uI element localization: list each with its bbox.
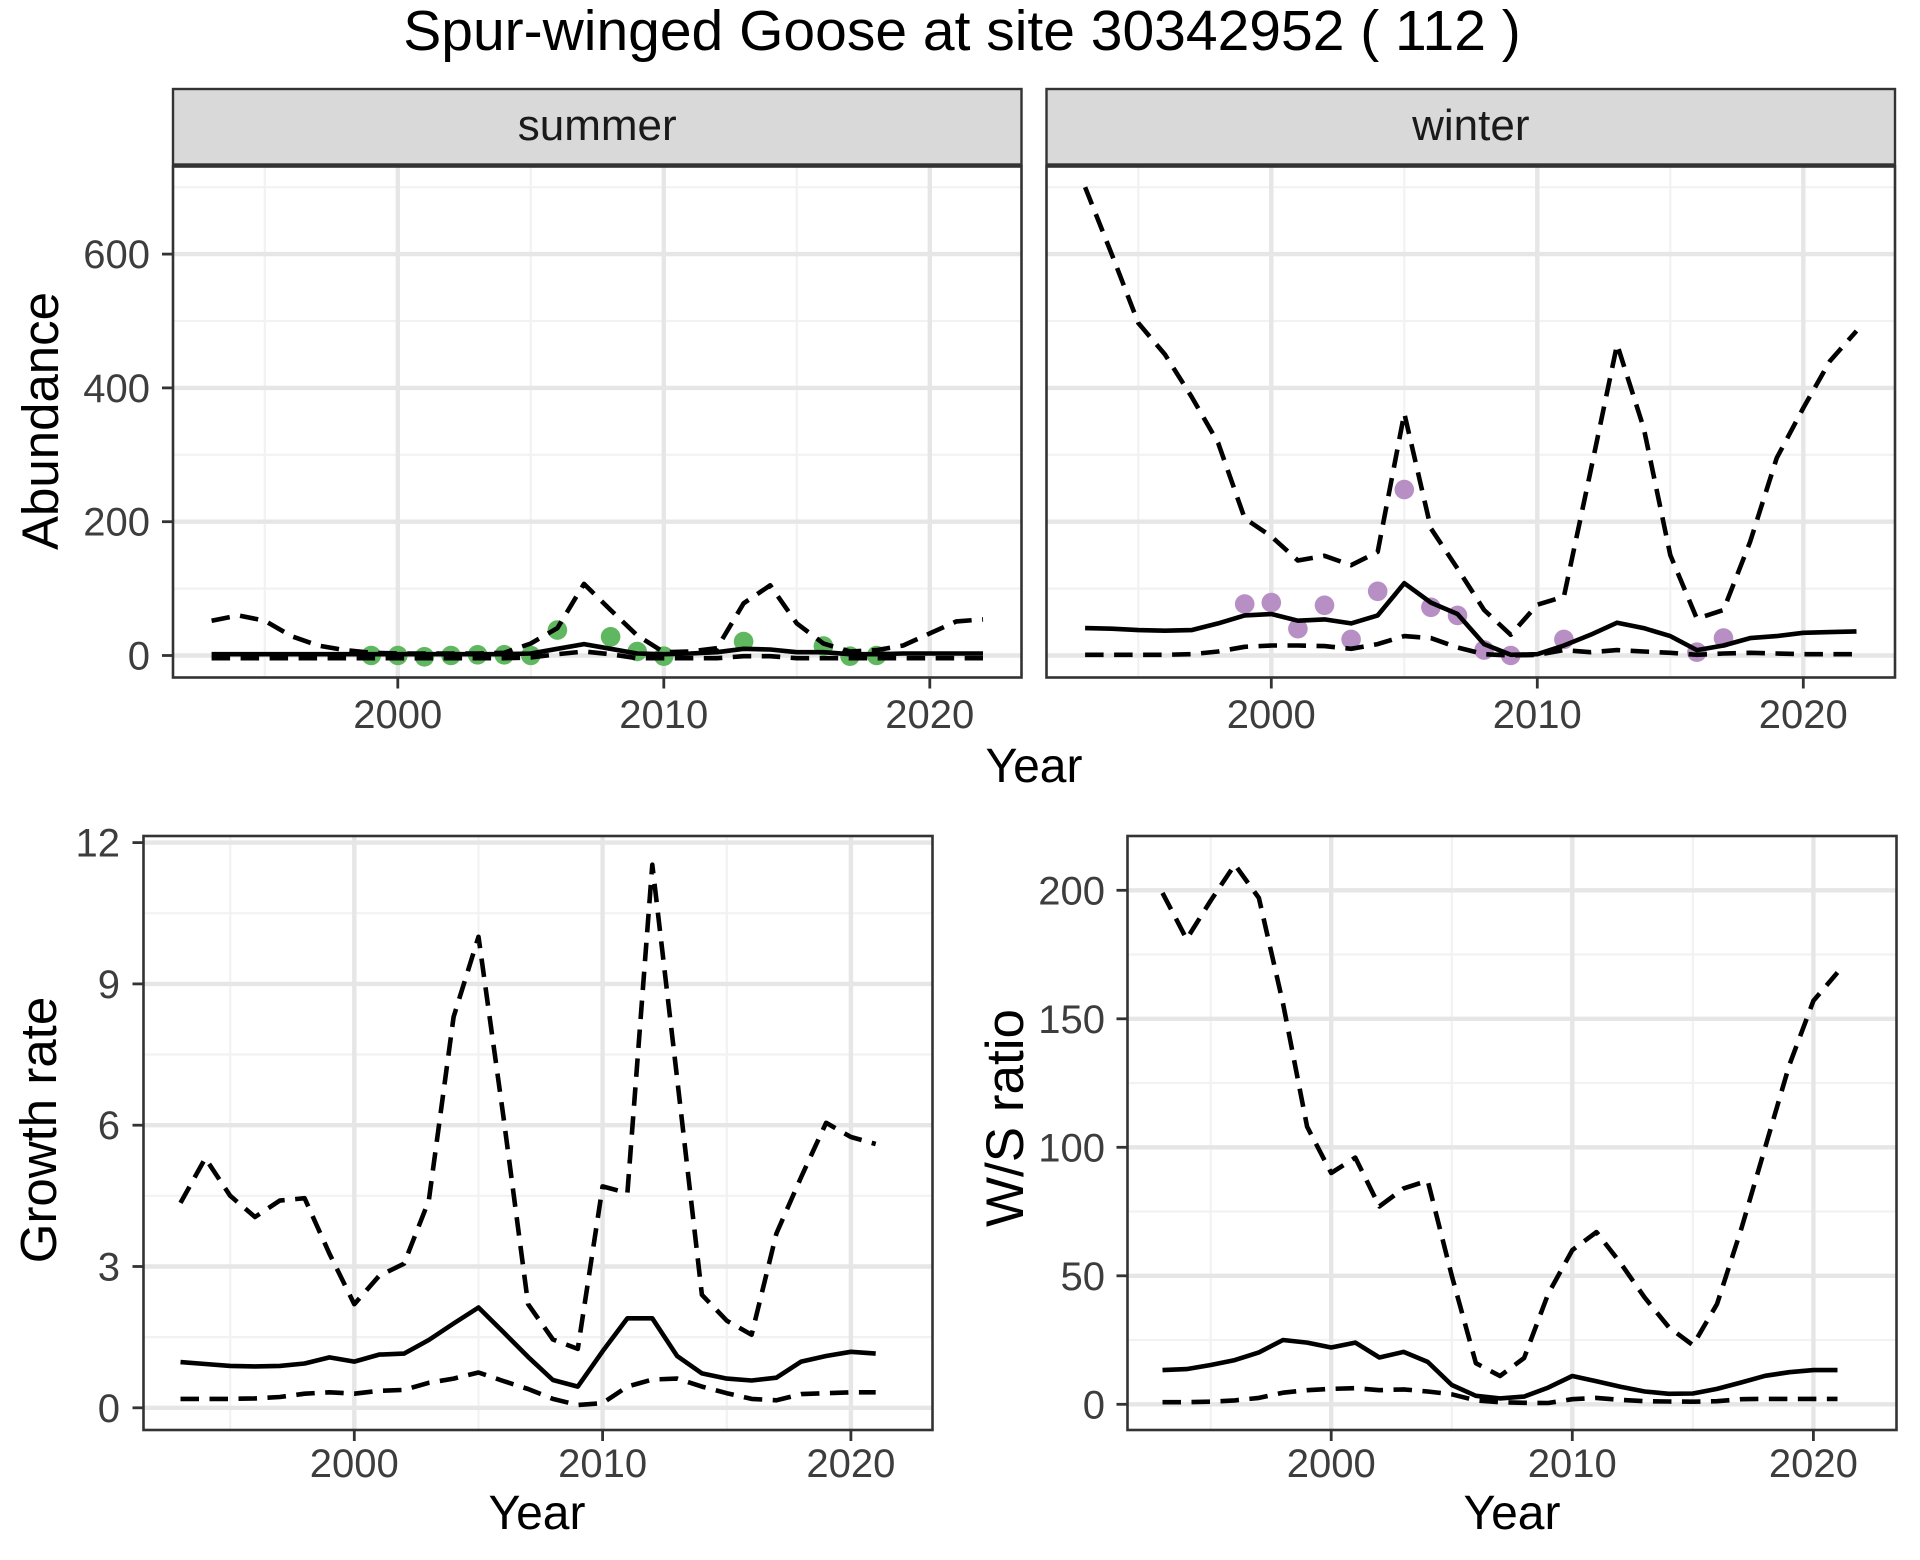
svg-text:0: 0 [128, 635, 150, 679]
svg-text:0: 0 [98, 1387, 120, 1431]
svg-text:W/S ratio: W/S ratio [976, 1009, 1035, 1227]
svg-text:Growth rate: Growth rate [10, 997, 67, 1263]
svg-text:400: 400 [83, 367, 150, 411]
svg-text:2010: 2010 [1493, 693, 1582, 737]
svg-text:Abundance: Abundance [12, 292, 69, 550]
svg-text:Year: Year [1464, 1487, 1561, 1540]
svg-text:Year: Year [986, 740, 1083, 793]
svg-text:0: 0 [1083, 1383, 1105, 1427]
svg-text:2020: 2020 [1759, 693, 1848, 737]
svg-text:2000: 2000 [1227, 693, 1316, 737]
svg-text:12: 12 [76, 822, 121, 866]
svg-text:600: 600 [83, 233, 150, 277]
svg-text:3: 3 [98, 1246, 120, 1290]
svg-text:2010: 2010 [558, 1442, 647, 1486]
svg-text:6: 6 [98, 1104, 120, 1148]
svg-text:Spur-winged Goose at site 3034: Spur-winged Goose at site 30342952 ( 112… [403, 0, 1520, 63]
svg-text:9: 9 [98, 963, 120, 1007]
svg-text:150: 150 [1038, 998, 1105, 1042]
svg-text:2000: 2000 [1287, 1442, 1376, 1486]
svg-text:Year: Year [489, 1487, 586, 1540]
svg-text:2010: 2010 [1528, 1442, 1617, 1486]
svg-text:2020: 2020 [1769, 1442, 1858, 1486]
svg-text:2000: 2000 [353, 693, 442, 737]
svg-text:2000: 2000 [310, 1442, 399, 1486]
svg-text:2010: 2010 [619, 693, 708, 737]
svg-text:200: 200 [83, 501, 150, 545]
svg-text:200: 200 [1038, 869, 1105, 913]
svg-text:summer: summer [518, 101, 677, 150]
svg-text:2020: 2020 [806, 1442, 895, 1486]
svg-text:2020: 2020 [885, 693, 974, 737]
svg-text:50: 50 [1061, 1255, 1106, 1299]
svg-text:winter: winter [1411, 101, 1529, 150]
svg-text:100: 100 [1038, 1126, 1105, 1170]
